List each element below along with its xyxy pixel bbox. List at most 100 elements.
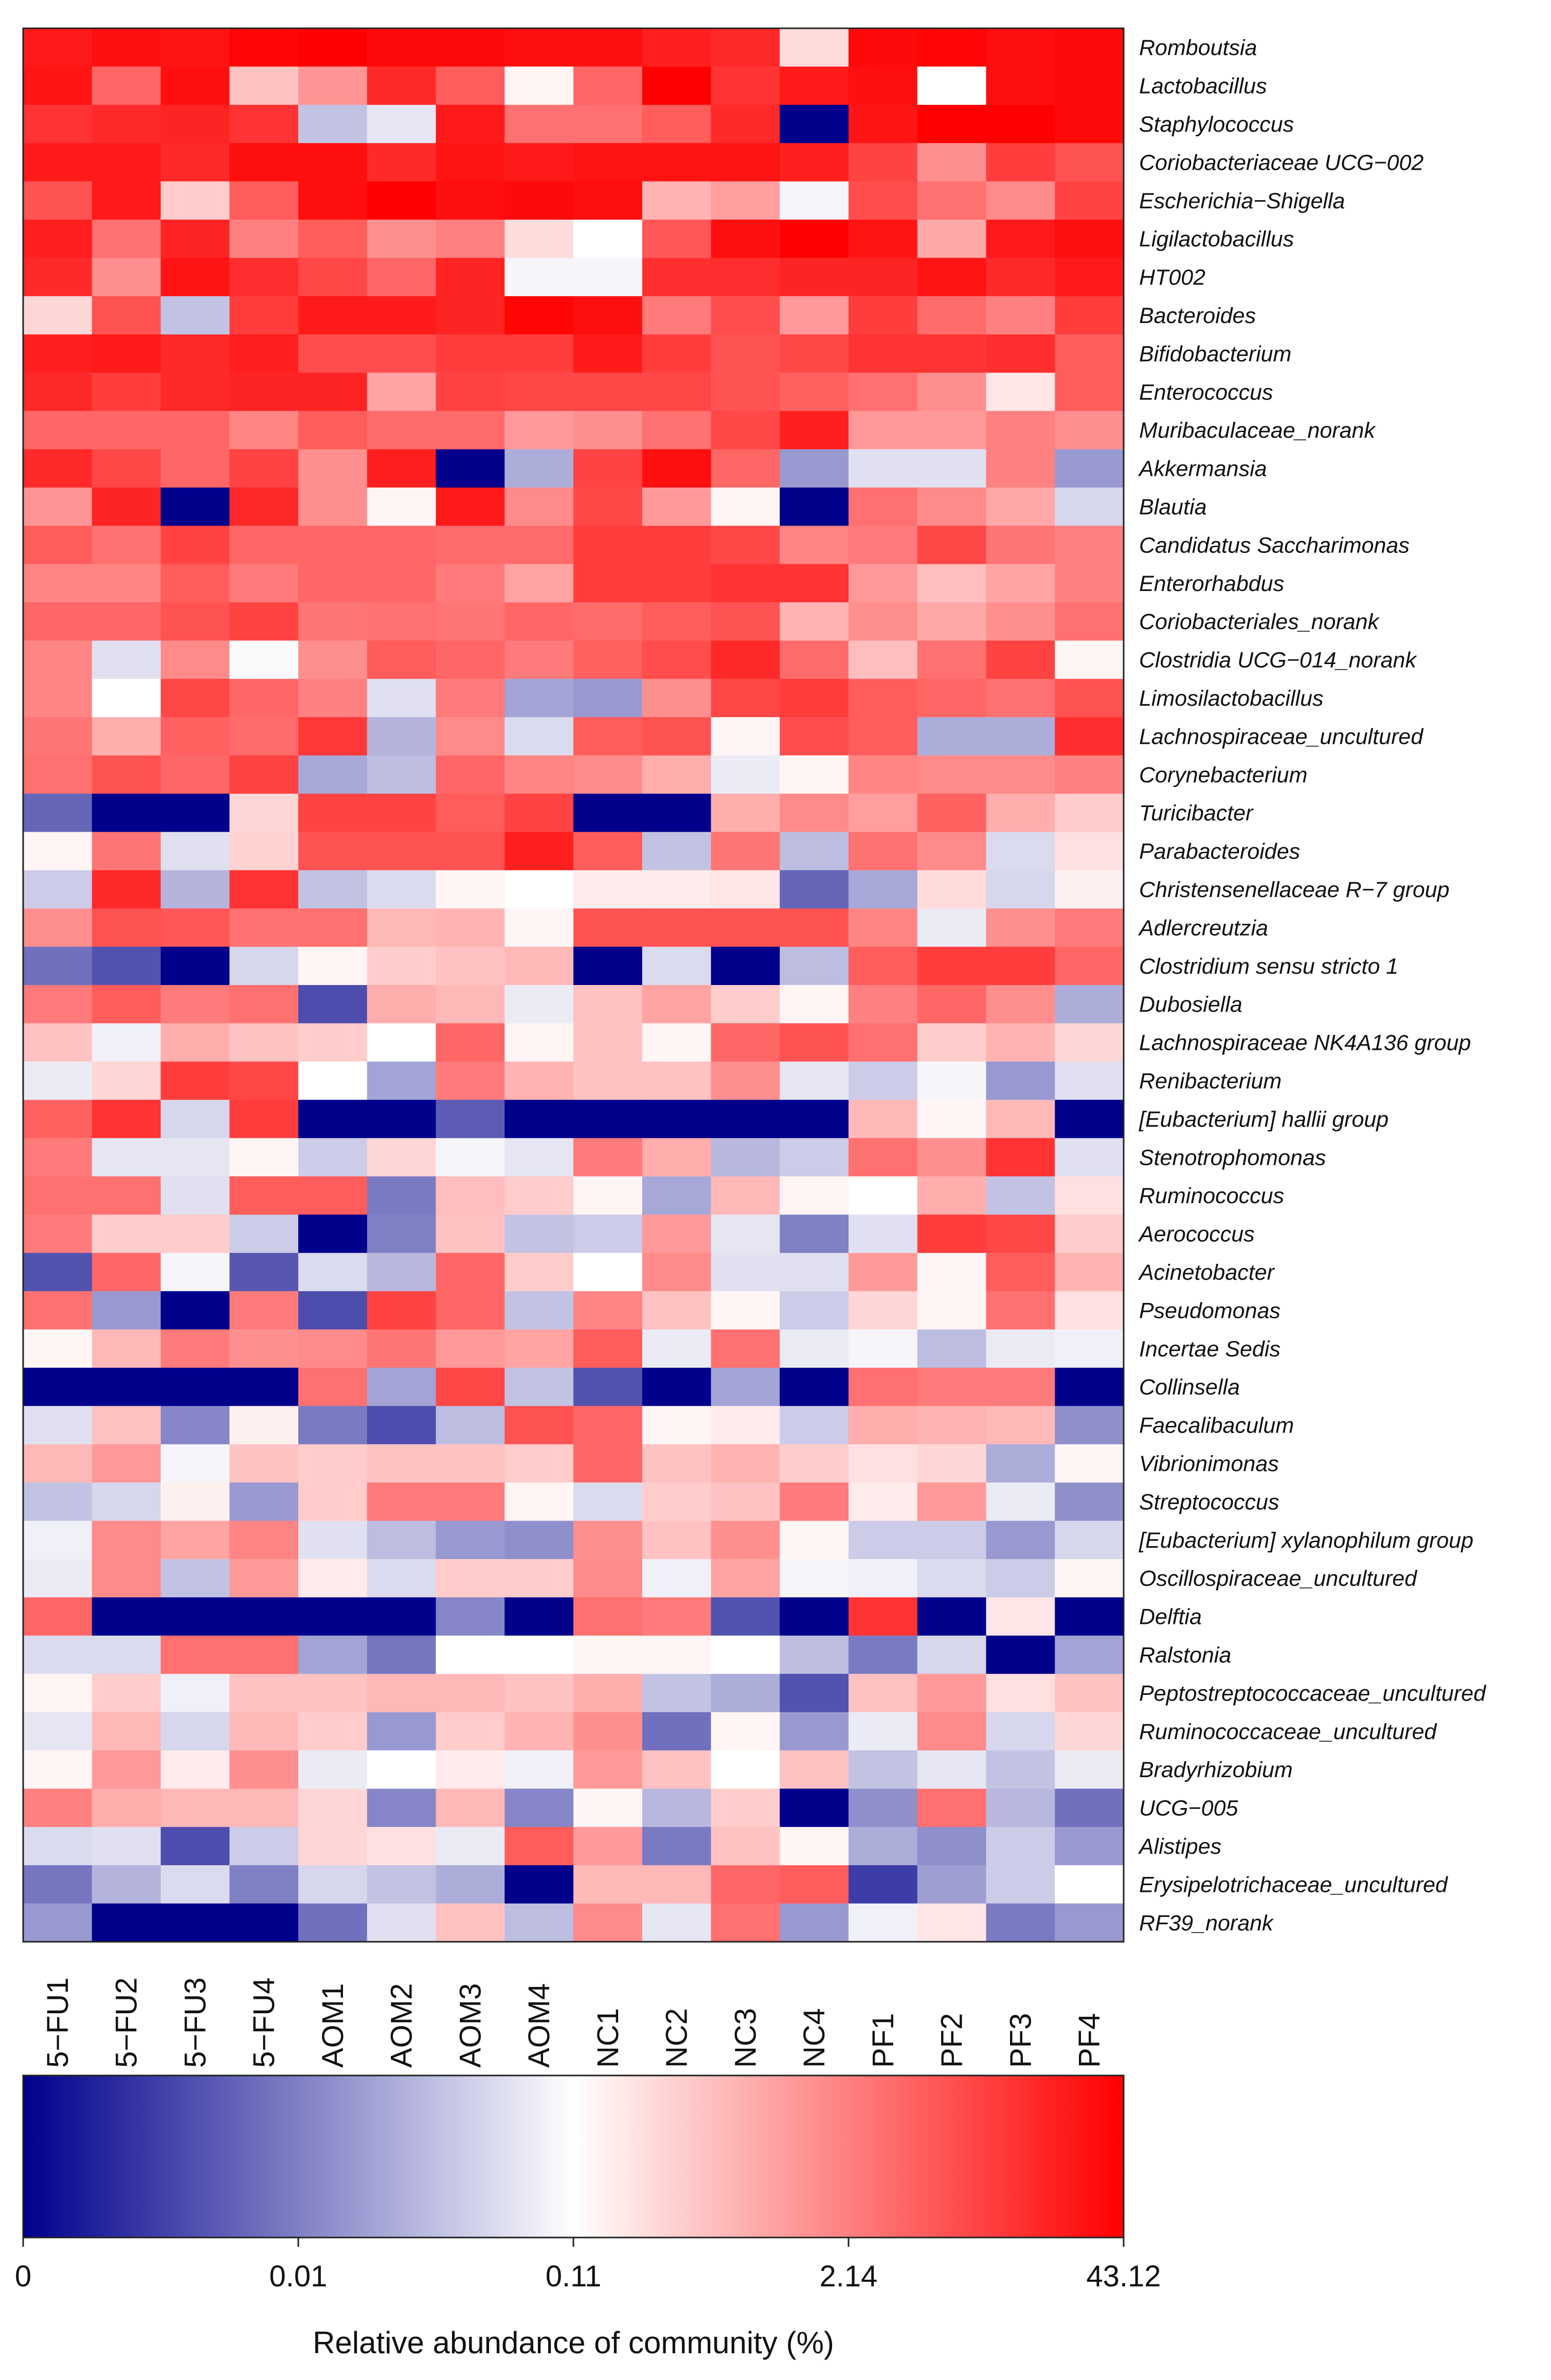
heatmap-cell [917, 1712, 987, 1751]
heatmap-cell [298, 1788, 368, 1828]
heatmap-cell [780, 870, 849, 909]
heatmap-cell [92, 526, 161, 565]
heatmap-cell [573, 1138, 643, 1177]
heatmap-cell [436, 602, 505, 641]
heatmap-cell [1055, 1291, 1124, 1330]
heatmap-cell [1055, 1559, 1124, 1598]
row-label: Ligilactobacillus [1139, 227, 1294, 252]
heatmap-cell [1055, 602, 1124, 641]
heatmap-cell [229, 1750, 299, 1789]
heatmap-cell [23, 181, 93, 220]
heatmap-cell [367, 1482, 437, 1522]
heatmap-cell [23, 1597, 93, 1636]
heatmap-cell [917, 1903, 987, 1942]
heatmap-cell [780, 755, 849, 794]
heatmap-cell [229, 1291, 299, 1330]
heatmap-cell [504, 1903, 574, 1942]
heatmap-cell [917, 908, 987, 947]
heatmap-cell [23, 66, 93, 105]
heatmap-cell [298, 946, 368, 986]
heatmap-cell [849, 794, 918, 832]
row-label: Stenotrophomonas [1139, 1146, 1326, 1170]
heatmap-cell [573, 870, 643, 909]
heatmap-cell [23, 640, 93, 679]
heatmap-cell [1055, 1712, 1124, 1751]
heatmap-cell [849, 946, 918, 986]
heatmap-cell [917, 1750, 987, 1789]
heatmap-cell [160, 104, 230, 144]
heatmap-cell [92, 1482, 161, 1522]
heatmap-cell [780, 1291, 849, 1330]
heatmap-cell [573, 1214, 643, 1254]
heatmap-cell [573, 487, 643, 526]
heatmap-cell [849, 66, 918, 105]
heatmap-cell [229, 1329, 299, 1368]
heatmap-cell [780, 1100, 849, 1139]
heatmap-cell [160, 640, 230, 679]
heatmap-cell [229, 1903, 299, 1942]
heatmap-cell [1055, 1329, 1124, 1368]
row-label: Enterococcus [1139, 380, 1273, 405]
heatmap-cell [573, 908, 643, 947]
heatmap-cell [849, 1635, 918, 1674]
heatmap-cell [1055, 1482, 1124, 1522]
heatmap-cell [436, 1214, 505, 1254]
heatmap-cell [160, 870, 230, 909]
heatmap-cell [367, 1214, 437, 1254]
heatmap-cell [298, 640, 368, 679]
heatmap-cell [367, 1138, 437, 1177]
heatmap-cell [504, 946, 574, 986]
heatmap-cell [780, 258, 849, 297]
heatmap-cell [1055, 487, 1124, 526]
heatmap-cell [849, 1903, 918, 1942]
heatmap-cell [849, 1788, 918, 1828]
heatmap-cell [573, 678, 643, 718]
heatmap-cell [917, 181, 987, 220]
heatmap-cell [229, 1214, 299, 1254]
heatmap-cell [436, 1788, 505, 1828]
colorbar-tick-label: 2.14 [820, 2260, 878, 2293]
column-label: AOM4 [522, 1983, 556, 2068]
heatmap-cell [229, 1674, 299, 1713]
heatmap-cell [780, 1597, 849, 1636]
heatmap-cell [573, 104, 643, 144]
heatmap-cell [504, 678, 574, 718]
heatmap-cell [986, 870, 1055, 909]
heatmap-cell [849, 1520, 918, 1560]
heatmap-cell [917, 1597, 987, 1636]
heatmap-cell [298, 449, 368, 488]
heatmap-cell [849, 1252, 918, 1292]
heatmap-cell [780, 1750, 849, 1789]
heatmap-cell [367, 908, 437, 947]
row-label: Lachnospiraceae NK4A136 group [1139, 1031, 1471, 1055]
heatmap-cell [642, 1252, 712, 1292]
heatmap-cell [1055, 755, 1124, 794]
heatmap-cell [711, 717, 780, 756]
heatmap-cell [573, 372, 643, 411]
heatmap-cell [92, 334, 161, 373]
heatmap-cell [160, 1750, 230, 1789]
heatmap-cell [917, 602, 987, 641]
heatmap-cell [711, 1406, 780, 1445]
heatmap-cell [642, 1712, 712, 1751]
heatmap-cell [711, 66, 780, 105]
heatmap-cell [849, 1291, 918, 1330]
row-label: Limosilactobacillus [1139, 686, 1324, 711]
heatmap-cell [436, 1597, 505, 1636]
heatmap-cell [436, 104, 505, 144]
heatmap-cell [986, 1023, 1055, 1062]
heatmap-cell [986, 181, 1055, 220]
heatmap-cell [986, 1406, 1055, 1445]
heatmap-cell [504, 602, 574, 641]
heatmap-cell [504, 1444, 574, 1483]
heatmap-cell [23, 1252, 93, 1292]
heatmap-cell [160, 258, 230, 297]
heatmap-cell [917, 372, 987, 411]
heatmap-cell [642, 1214, 712, 1254]
heatmap-cell [436, 1023, 505, 1062]
heatmap-cell [1055, 1368, 1124, 1406]
heatmap-cell [436, 564, 505, 603]
heatmap-cell [23, 1559, 93, 1598]
heatmap-cell [986, 717, 1055, 756]
heatmap-cell [229, 755, 299, 794]
